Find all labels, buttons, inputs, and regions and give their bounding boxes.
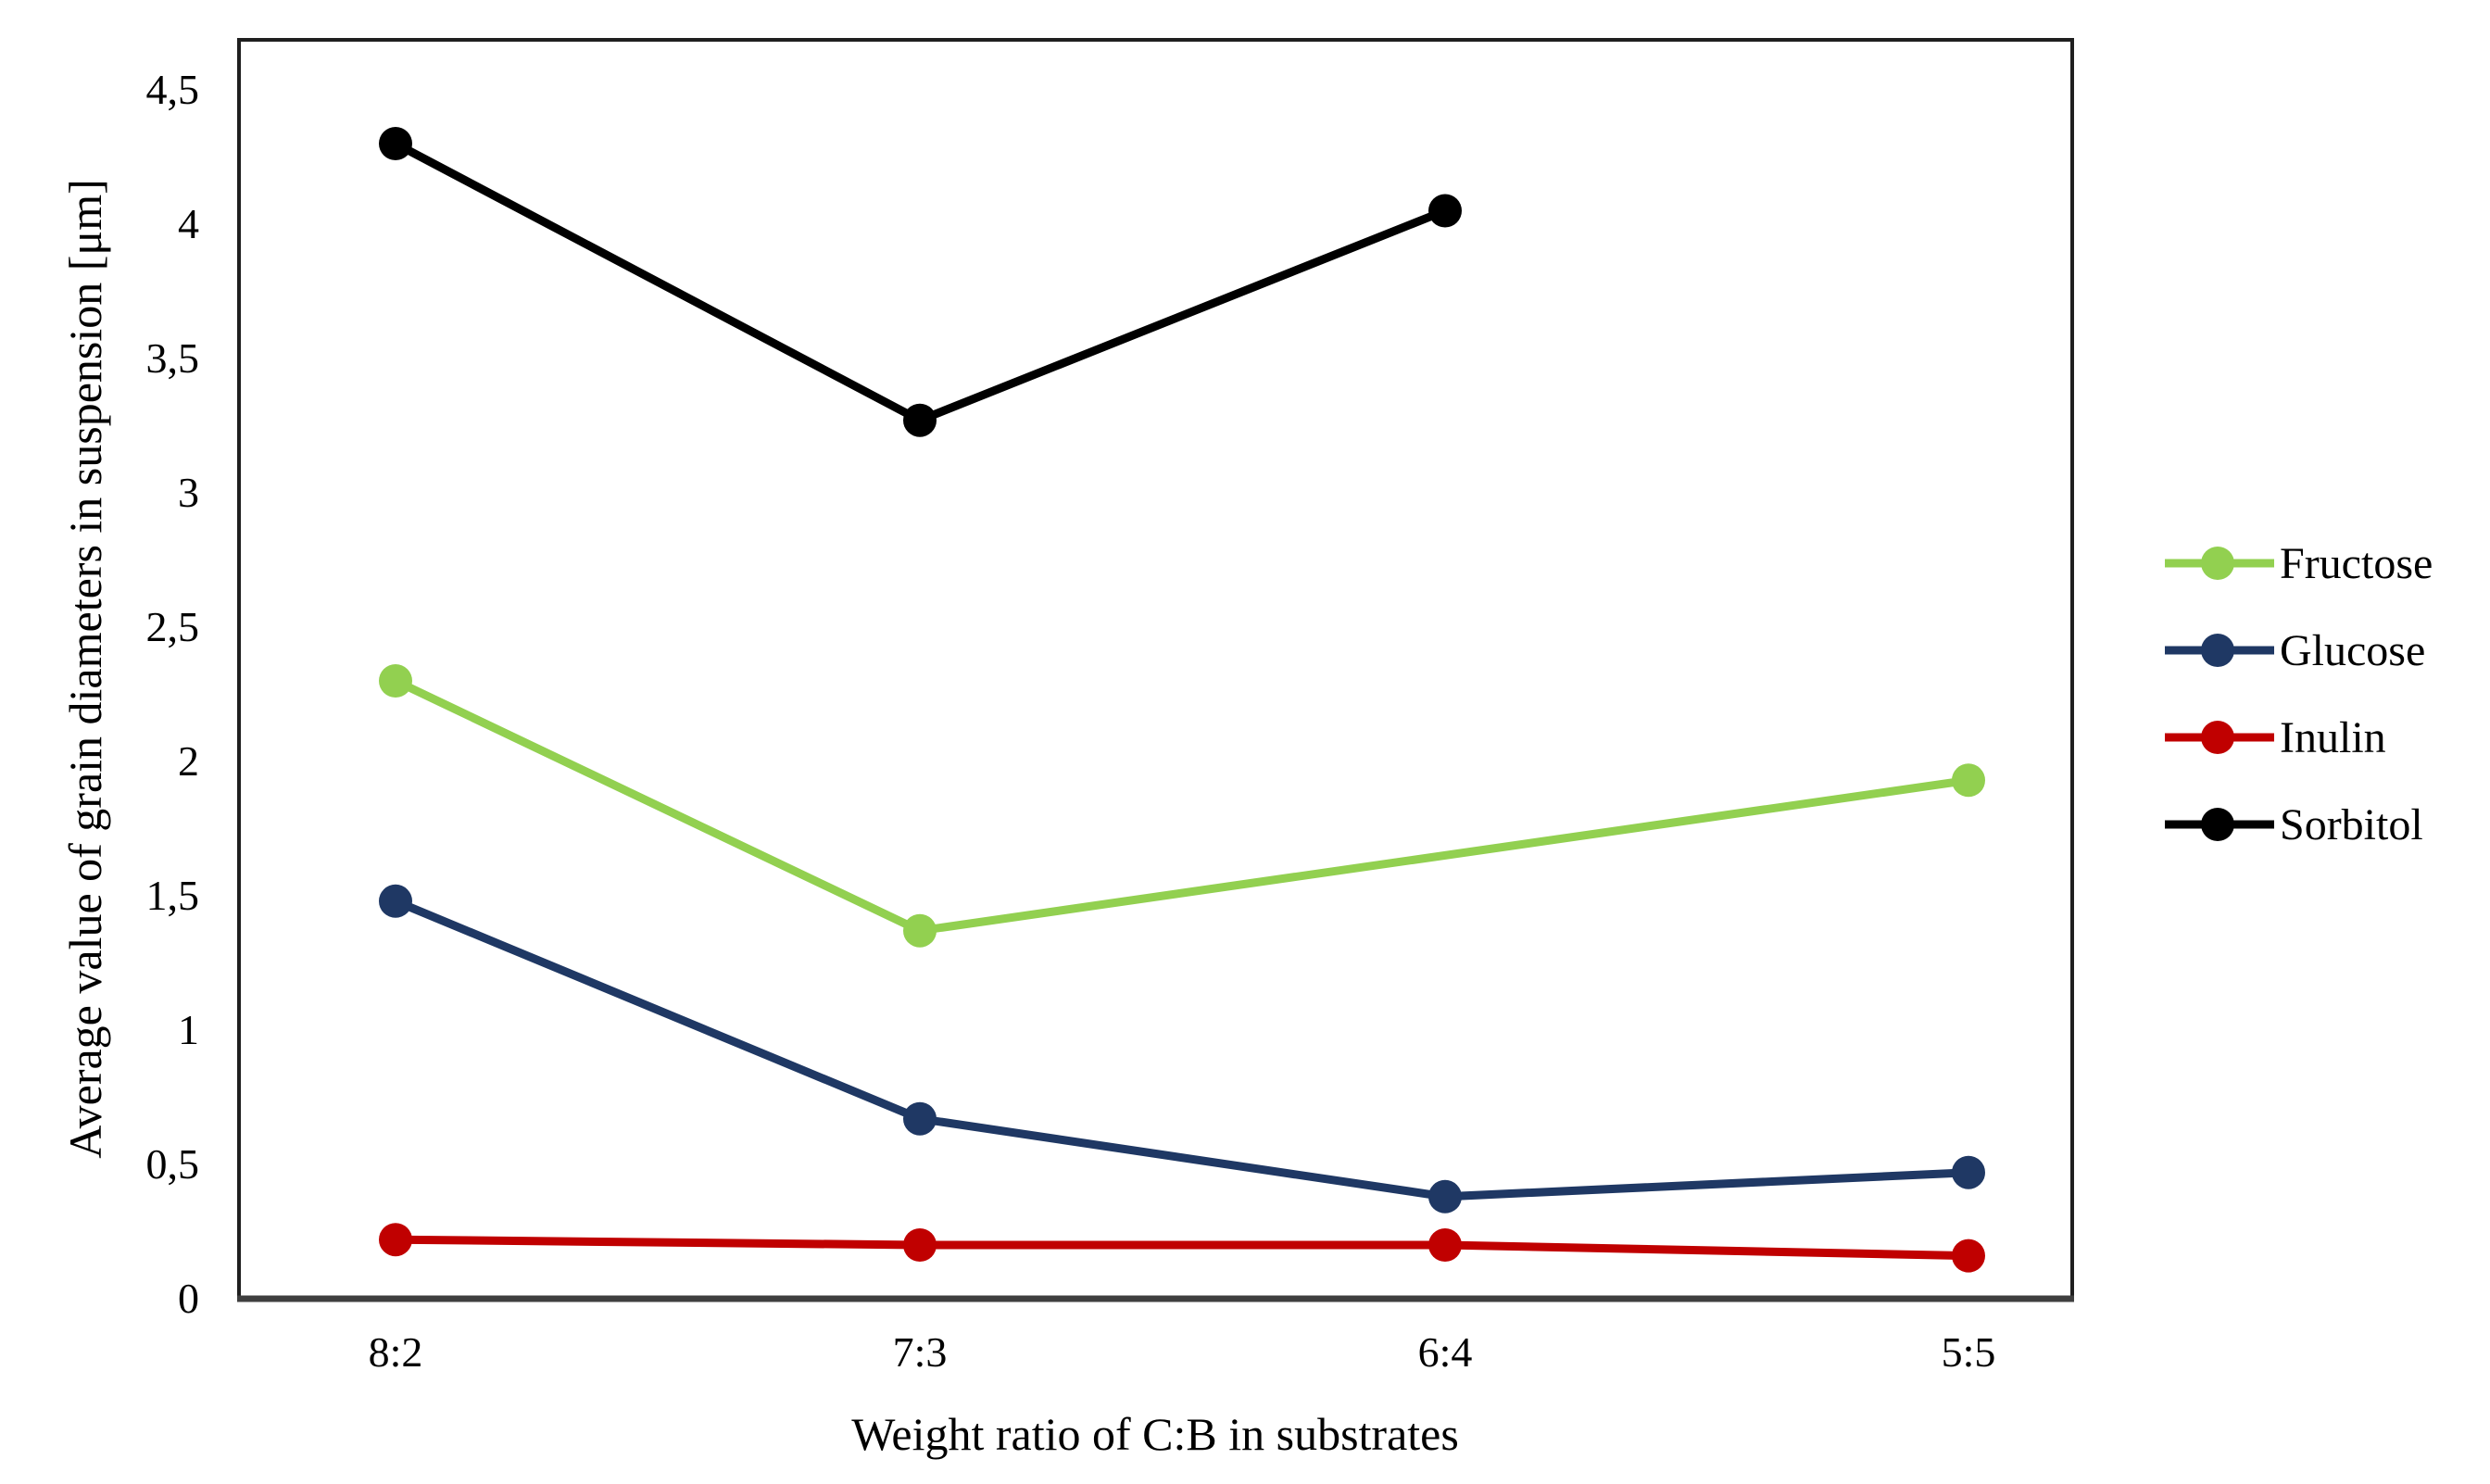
legend-label: Fructose [2280, 538, 2433, 588]
series-line-inulin [395, 1235, 1969, 1261]
data-point-inulin [1428, 1228, 1462, 1262]
data-point-glucose [379, 884, 412, 918]
data-point-fructose [1952, 763, 1985, 798]
y-tick-label: 4,5 [145, 66, 200, 113]
y-tick-label: 0 [178, 1275, 199, 1322]
series-line-glucose [394, 897, 1969, 1201]
x-tick-label: 5:5 [1941, 1328, 1996, 1376]
x-tick-label: 8:2 [368, 1328, 423, 1376]
y-tick-label: 3,5 [145, 334, 200, 382]
legend-item-glucose: Glucose [2165, 607, 2433, 694]
y-tick-label: 4 [178, 200, 199, 247]
plot-frame [237, 38, 2074, 1301]
legend-item-sorbitol: Sorbitol [2165, 781, 2433, 868]
x-tick-label: 7:3 [892, 1328, 948, 1376]
series-line-fructose [394, 676, 1969, 936]
legend-label: Glucose [2280, 625, 2426, 675]
legend-label: Inulin [2280, 712, 2386, 762]
y-axis-title: Average value of grain diameters in susp… [59, 179, 111, 1159]
y-tick-label: 2 [178, 737, 199, 785]
data-point-glucose [1428, 1179, 1462, 1214]
data-point-sorbitol [903, 403, 937, 437]
legend-label: Sorbitol [2280, 799, 2423, 849]
legend-marker-sorbitol [2165, 808, 2274, 841]
legend-item-inulin: Inulin [2165, 694, 2433, 781]
y-tick-label: 0,5 [145, 1140, 200, 1188]
y-tick-label: 2,5 [145, 603, 200, 650]
data-point-inulin [903, 1228, 937, 1262]
legend-marker-inulin [2165, 721, 2274, 754]
y-tick-label: 1 [178, 1006, 199, 1053]
series-line-sorbitol [393, 140, 1447, 425]
legend: Fructose Glucose Inulin Sorbitol [2165, 520, 2433, 868]
data-point-inulin [379, 1223, 412, 1257]
data-point-fructose [379, 664, 412, 698]
y-tick-label: 3 [178, 469, 199, 516]
legend-marker-fructose [2165, 547, 2274, 580]
legend-marker-glucose [2165, 634, 2274, 667]
x-axis-title: Weight ratio of C:B in substrates [851, 1408, 1459, 1460]
data-point-fructose [903, 913, 937, 948]
x-tick-label: 6:4 [1417, 1328, 1473, 1376]
data-point-sorbitol [1428, 194, 1462, 228]
data-point-inulin [1952, 1239, 1985, 1273]
data-point-glucose [1952, 1155, 1985, 1189]
y-tick-label: 1,5 [145, 872, 200, 919]
legend-item-fructose: Fructose [2165, 520, 2433, 607]
data-point-sorbitol [379, 127, 412, 160]
data-point-glucose [903, 1101, 937, 1136]
